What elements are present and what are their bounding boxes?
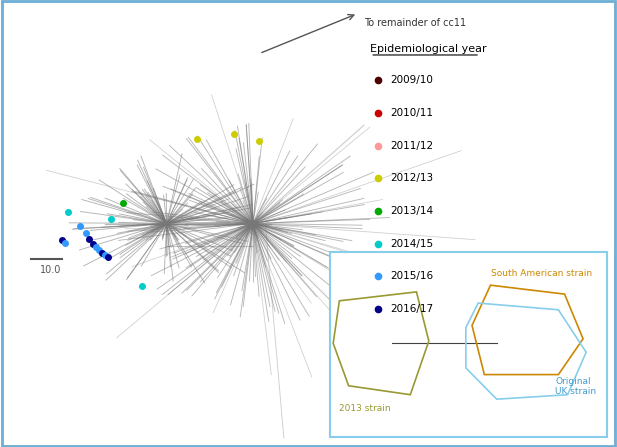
Text: 2011/12: 2011/12: [390, 141, 433, 151]
Text: 2013 strain: 2013 strain: [339, 404, 391, 413]
Text: 10.0: 10.0: [40, 265, 62, 274]
Text: Original
UK strain: Original UK strain: [555, 377, 597, 396]
Text: 2012/13: 2012/13: [390, 173, 433, 183]
Text: 2014/15: 2014/15: [390, 239, 433, 249]
Text: 2015/16: 2015/16: [390, 271, 433, 281]
Text: 2013/14: 2013/14: [390, 206, 433, 216]
Text: 2010/11: 2010/11: [390, 108, 433, 118]
Text: 2016/17: 2016/17: [390, 304, 433, 314]
Text: To remainder of cc11: To remainder of cc11: [364, 18, 466, 28]
Bar: [330, 252, 607, 437]
Text: 2009/10: 2009/10: [390, 76, 433, 85]
Text: Epidemiological year: Epidemiological year: [370, 44, 487, 54]
Text: South American strain: South American strain: [491, 270, 592, 278]
